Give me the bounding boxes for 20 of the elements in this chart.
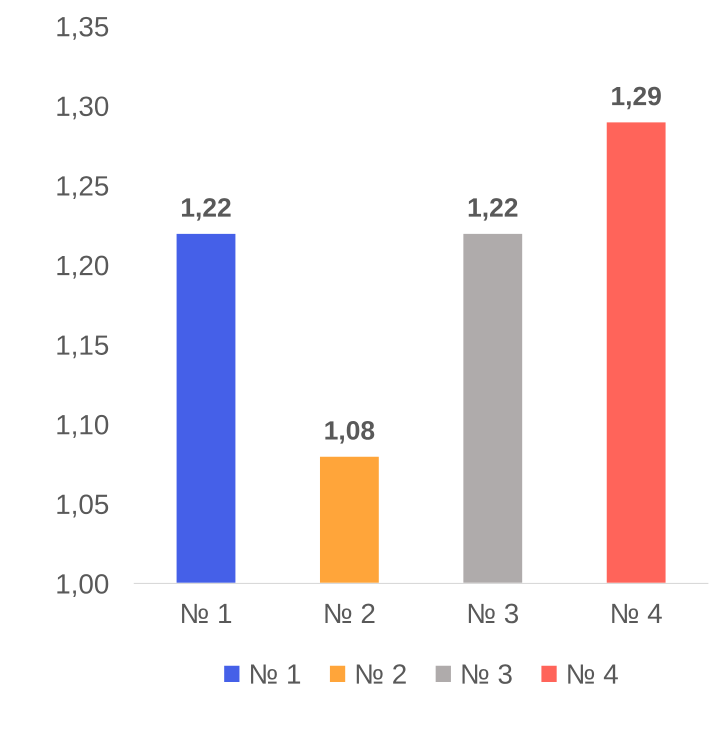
legend-label: № 1 — [251, 664, 300, 684]
y-tick-label: 1,20 — [57, 256, 108, 279]
x-tick-label: № 3 — [468, 604, 518, 624]
y-tick-label: 1,30 — [57, 96, 108, 120]
y-tick-label: 1,00 — [57, 574, 108, 598]
y-tick-label: 1,10 — [57, 414, 108, 438]
legend-label: № 4 — [568, 664, 618, 684]
legend-label: № 2 — [356, 664, 406, 684]
x-tick-label: № 2 — [325, 604, 374, 624]
y-tick-label: 1,15 — [57, 336, 108, 358]
x-tick-label: № 4 — [612, 604, 662, 624]
data-label: 1,08 — [325, 421, 374, 444]
legend-label: № 3 — [462, 664, 512, 684]
data-label: 1,22 — [182, 198, 231, 221]
y-tick-label: 1,05 — [57, 494, 108, 518]
data-label: 1,22 — [468, 198, 518, 221]
x-tick-label: № 1 — [182, 604, 232, 624]
data-label: 1,29 — [612, 86, 661, 110]
y-tick-label: 1,35 — [57, 16, 108, 40]
y-tick-label: 1,25 — [57, 176, 108, 200]
